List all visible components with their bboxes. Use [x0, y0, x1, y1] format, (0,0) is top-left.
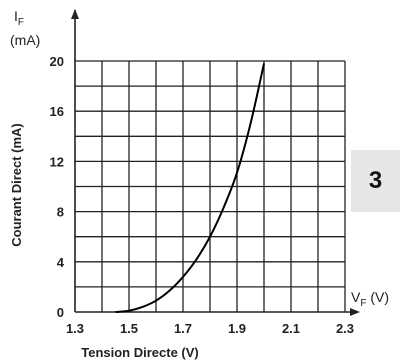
y-axis-symbol: IF — [14, 8, 24, 28]
x-tick-label: 2.3 — [336, 321, 354, 336]
y-axis-unit: (mA) — [10, 32, 40, 48]
y-axis-arrow — [71, 9, 79, 19]
axes — [71, 9, 360, 316]
figure-number-badge: 3 — [351, 150, 400, 212]
x-tick-label: 1.7 — [174, 321, 192, 336]
y-tick-label: 8 — [57, 205, 64, 220]
x-tick-label: 1.9 — [228, 321, 246, 336]
y-tick-label: 16 — [50, 104, 64, 119]
y-tick-label: 0 — [57, 305, 64, 320]
series — [115, 63, 265, 313]
iv-curve — [115, 63, 265, 313]
x-tick-label: 2.1 — [282, 321, 300, 336]
x-axis-label: Tension Directe (V) — [81, 345, 199, 360]
y-axis-label: Courant Direct (mA) — [9, 123, 24, 247]
x-tick-label: 1.3 — [66, 321, 84, 336]
x-axis-symbol: VF (V) — [351, 289, 389, 309]
x-tick-label: 1.5 — [120, 321, 138, 336]
grid — [75, 60, 346, 312]
tick-labels: 1.3 1.5 1.7 1.9 2.1 2.3 0 4 8 12 16 20 — [50, 54, 355, 336]
y-tick-label: 20 — [50, 54, 64, 69]
y-tick-label: 12 — [50, 154, 64, 169]
x-axis-arrow — [350, 308, 360, 316]
y-tick-label: 4 — [57, 255, 65, 270]
